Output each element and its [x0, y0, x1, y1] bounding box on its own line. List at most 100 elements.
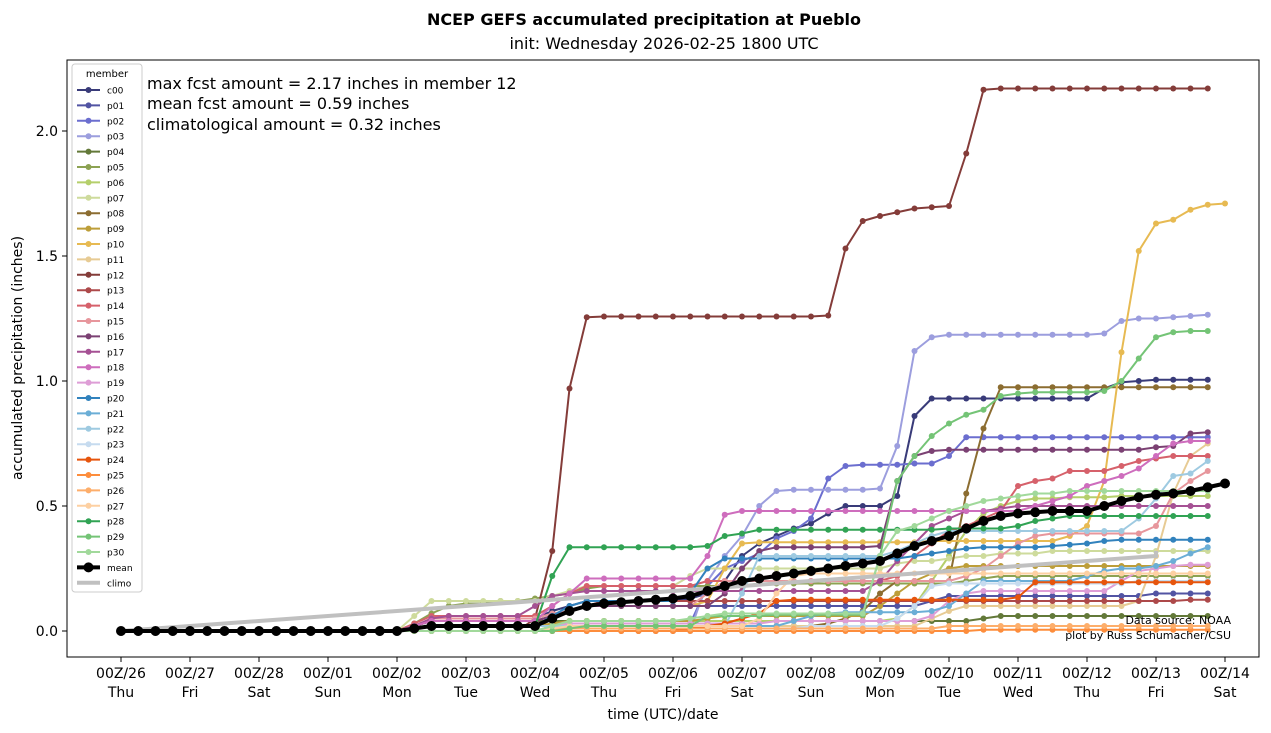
data-point-p02 — [1032, 434, 1039, 441]
data-point-p18 — [1066, 493, 1073, 499]
data-point-p12 — [1153, 85, 1159, 92]
data-point-p20 — [911, 553, 918, 559]
data-point-p27 — [1153, 570, 1159, 577]
data-point-p18 — [618, 575, 625, 582]
data-point-p26 — [1187, 623, 1194, 629]
data-point-mean — [530, 621, 540, 631]
data-point-p24 — [877, 596, 883, 603]
data-point-p03 — [928, 334, 935, 341]
data-point-p12 — [739, 313, 745, 320]
data-point-p10 — [808, 539, 814, 546]
data-point-p06 — [1032, 495, 1039, 502]
data-point-p26 — [1170, 623, 1177, 629]
data-point-p10 — [739, 540, 745, 547]
data-point-mean — [806, 566, 816, 576]
legend-label: p24 — [107, 456, 124, 466]
data-point-p11 — [1049, 603, 1056, 609]
data-point-p30 — [773, 610, 780, 617]
data-point-p19 — [842, 618, 849, 624]
data-point-p21 — [928, 608, 935, 614]
legend-item-p14: p14 — [77, 302, 124, 312]
data-point-p30 — [756, 610, 763, 617]
data-point-p12 — [721, 313, 728, 320]
y-axis: 0.0 0.5 1.0 1.5 2.0 — [36, 124, 67, 640]
data-point-p07 — [980, 553, 987, 559]
data-point-p28 — [756, 526, 763, 533]
credit-author: plot by Russ Schumacher/CSU — [1065, 629, 1231, 642]
data-point-p01 — [773, 603, 780, 609]
x-tick-label-day: Thu — [590, 685, 617, 701]
data-point-p16 — [997, 446, 1004, 453]
data-point-p18 — [894, 508, 901, 514]
data-point-p20 — [721, 555, 728, 562]
data-point-p27 — [721, 623, 728, 629]
legend-label: p16 — [107, 333, 124, 343]
legend-marker — [85, 271, 92, 278]
legend-label: p05 — [107, 164, 124, 174]
axes-frame — [66, 59, 1260, 658]
data-point-mean — [1220, 478, 1230, 489]
legend-marker — [85, 87, 92, 93]
series-mean — [116, 478, 1230, 636]
data-point-p28 — [842, 526, 849, 533]
data-point-p19 — [1066, 588, 1073, 594]
data-point-mean — [461, 621, 471, 631]
data-point-p12 — [635, 313, 642, 320]
data-point-p17 — [463, 613, 469, 619]
data-point-p29 — [928, 433, 935, 439]
data-point-p07 — [911, 558, 918, 564]
data-point-p30 — [1049, 490, 1056, 497]
data-point-mean — [1151, 489, 1161, 500]
data-point-p28 — [946, 525, 952, 532]
data-point-p12 — [583, 314, 590, 321]
data-point-p10 — [859, 539, 866, 546]
data-point-p29 — [911, 453, 918, 459]
data-point-p21 — [1187, 550, 1194, 557]
data-point-p30 — [790, 610, 797, 617]
data-point-p07 — [928, 558, 935, 564]
data-point-p29 — [583, 623, 590, 629]
data-point-p28 — [1015, 523, 1021, 529]
data-point-p20 — [1170, 536, 1177, 543]
data-point-p11 — [1101, 603, 1108, 609]
data-point-p28 — [704, 543, 711, 549]
data-point-p29 — [601, 623, 607, 629]
data-point-p12 — [997, 85, 1004, 92]
data-point-p28 — [1049, 515, 1056, 522]
legend-item-p25: p25 — [77, 472, 124, 482]
data-point-mean — [426, 621, 437, 631]
data-point-p26 — [1084, 623, 1090, 629]
data-point-mean — [961, 523, 972, 534]
legend-item-mean: mean — [77, 562, 133, 574]
data-point-p29 — [1084, 389, 1090, 396]
data-point-p06 — [1015, 498, 1021, 504]
data-point-p02 — [928, 460, 935, 467]
data-point-p08 — [877, 590, 883, 597]
data-point-c00 — [1066, 395, 1073, 402]
data-point-mean — [288, 626, 299, 636]
legend-label: p28 — [107, 518, 124, 528]
data-point-p20 — [1032, 544, 1039, 551]
data-point-p28 — [790, 526, 797, 533]
data-point-p18 — [739, 508, 745, 514]
legend-label: p02 — [107, 117, 124, 127]
data-point-mean — [512, 621, 523, 631]
legend-marker — [85, 179, 92, 186]
y-tick-label: 0.5 — [36, 499, 58, 515]
data-point-p27 — [1032, 570, 1039, 577]
legend-item-p06: p06 — [77, 179, 124, 189]
data-point-p16 — [808, 544, 814, 551]
legend-label: p10 — [107, 241, 124, 251]
data-point-p26 — [859, 625, 866, 632]
data-point-mean — [340, 626, 351, 636]
legend-marker — [85, 318, 92, 324]
data-point-p12 — [963, 150, 970, 157]
data-point-p21 — [911, 609, 918, 616]
data-point-p17 — [618, 588, 625, 594]
data-point-p29 — [980, 406, 987, 413]
data-point-p15 — [1153, 523, 1159, 529]
data-point-p22 — [1066, 528, 1073, 534]
data-point-p07 — [1118, 548, 1125, 554]
data-point-p11 — [1066, 603, 1073, 609]
data-point-p07 — [480, 598, 487, 604]
